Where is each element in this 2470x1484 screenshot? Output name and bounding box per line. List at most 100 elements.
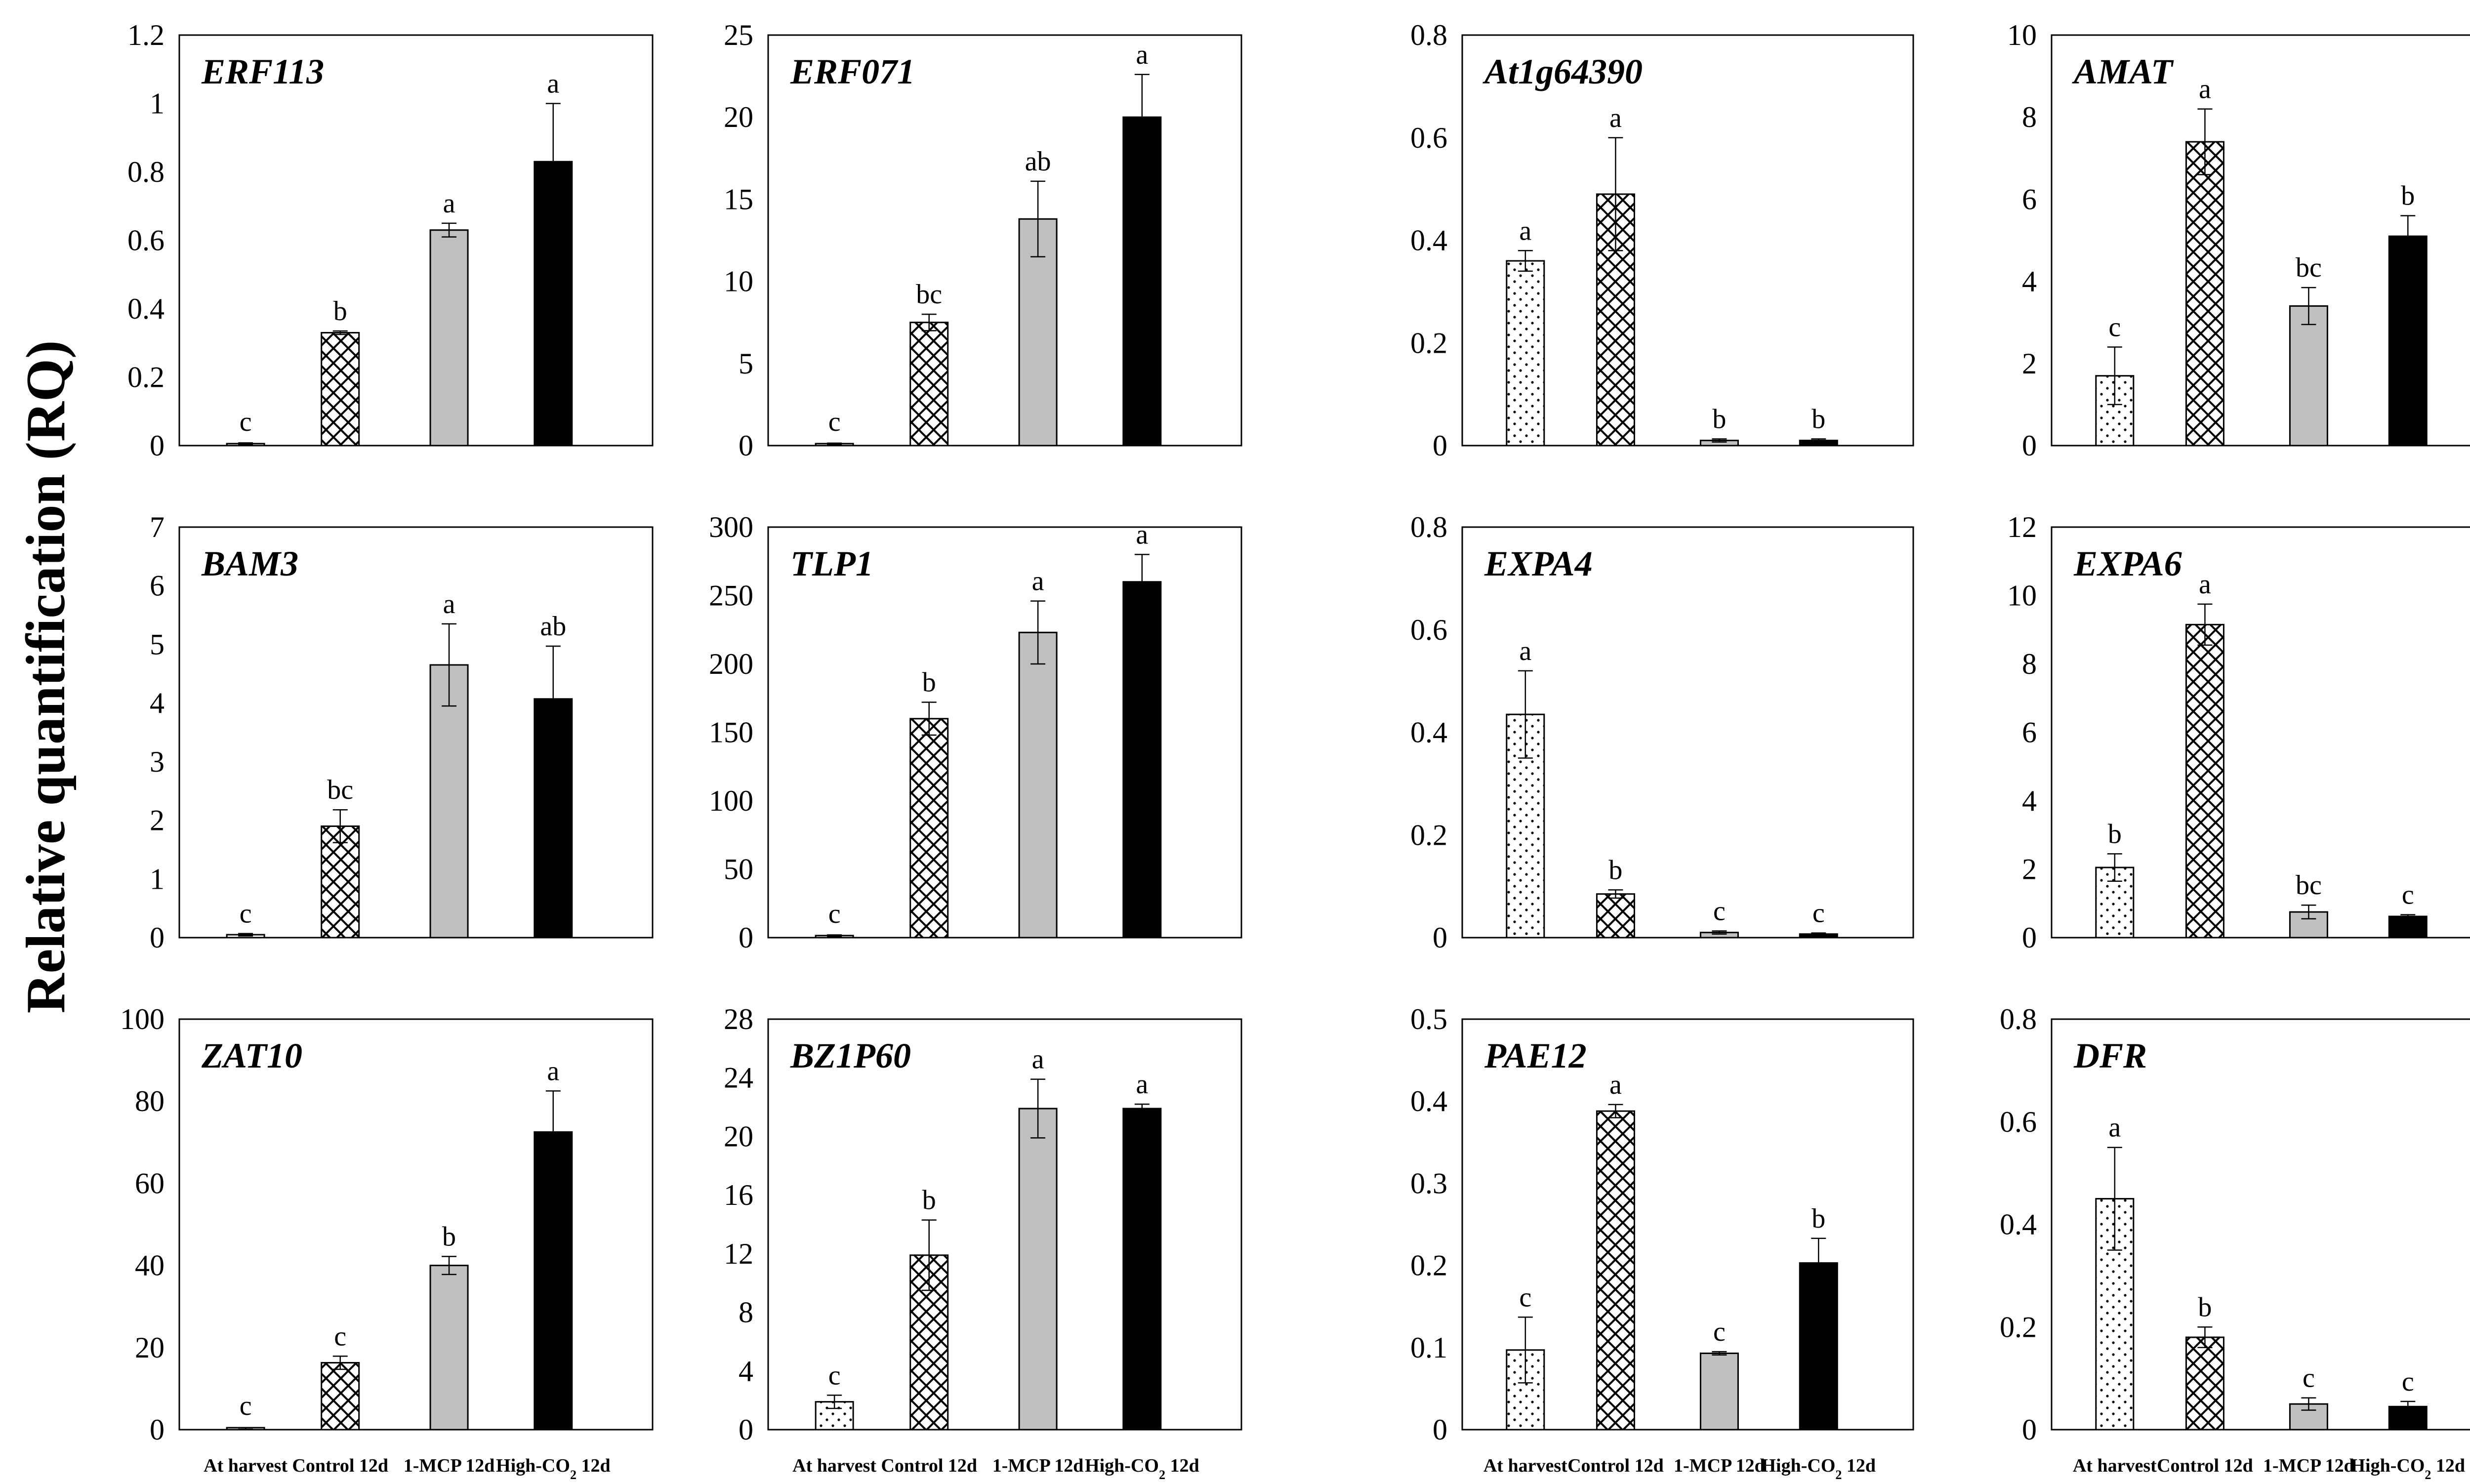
y-tick-label: 8 bbox=[2022, 648, 2037, 680]
significance-letter: a bbox=[547, 69, 559, 99]
significance-letter: bc bbox=[2296, 252, 2322, 283]
significance-letter: bc bbox=[327, 775, 353, 805]
y-tick-label: 0.2 bbox=[2000, 1311, 2037, 1343]
chart-panel-expa4: 0 0.2 0.4 0.6 0.8 EXPA4 a b c c bbox=[1410, 511, 1914, 954]
y-tick-label: 0.2 bbox=[127, 361, 165, 394]
chart-panel-erf113: 0 0.2 0.4 0.6 0.8 1 1.2 ERF113 c b a a bbox=[127, 19, 654, 462]
y-tick-label: 150 bbox=[709, 716, 753, 749]
significance-letter: b bbox=[922, 667, 936, 698]
bar-high-co2-12d bbox=[1799, 1262, 1838, 1431]
y-tick-label: 0 bbox=[2022, 429, 2037, 462]
y-tick-label: 10 bbox=[724, 265, 753, 298]
y-tick-label: 1 bbox=[150, 863, 165, 895]
y-tick-label: 0 bbox=[739, 1413, 753, 1446]
plot-frame bbox=[1461, 34, 1914, 447]
significance-letter: bc bbox=[2296, 870, 2322, 901]
y-tick-label: 2 bbox=[150, 804, 165, 837]
y-tick-label: 80 bbox=[135, 1085, 165, 1117]
bar-1-mcp-12d bbox=[1018, 631, 1058, 939]
y-tick-label: 0.5 bbox=[1410, 1003, 1447, 1035]
y-tick-label: 0.8 bbox=[1410, 19, 1447, 51]
y-tick-label: 5 bbox=[739, 347, 753, 380]
y-tick-label: 250 bbox=[709, 579, 753, 612]
y-tick-label: 4 bbox=[2022, 784, 2037, 817]
plot-frame bbox=[178, 1018, 654, 1431]
significance-letter: a bbox=[1609, 1070, 1622, 1100]
bar-high-co2-12d bbox=[1122, 116, 1162, 447]
x-category-label: At harvest bbox=[204, 1455, 288, 1476]
gene-title: ERF071 bbox=[790, 52, 915, 91]
significance-letter: c bbox=[1713, 896, 1726, 926]
y-tick-label: 0 bbox=[2022, 921, 2037, 954]
x-category-label: At harvest bbox=[792, 1455, 876, 1476]
y-tick-label: 20 bbox=[135, 1331, 165, 1364]
bar-control-12d bbox=[321, 1362, 360, 1431]
chart-panel-tlp1: 0 50 100 150 200 250 300 TLP1 c b a a bbox=[709, 511, 1242, 954]
x-category-label: 1-MCP 12d bbox=[1674, 1455, 1765, 1476]
significance-letter: c bbox=[240, 1391, 252, 1421]
y-tick-label: 0.6 bbox=[1410, 614, 1447, 646]
chart-panel-dfr: 0 0.2 0.4 0.6 0.8 DFR a At harvest b Control 12d c… bbox=[2000, 1003, 2470, 1482]
significance-letter: c bbox=[2303, 1363, 2315, 1394]
bar-control-12d bbox=[321, 825, 360, 939]
significance-letter: a bbox=[2199, 569, 2211, 600]
y-tick-label: 15 bbox=[724, 183, 753, 215]
gene-title: BZ1P60 bbox=[790, 1036, 911, 1075]
significance-letter: a bbox=[1136, 40, 1148, 70]
chart-panel-amat: 0 2 4 6 8 10 AMAT c a bc b bbox=[2007, 19, 2470, 462]
plot-frame bbox=[767, 1018, 1242, 1431]
gene-title: At1g64390 bbox=[1482, 52, 1643, 91]
significance-letter: a bbox=[1136, 519, 1148, 550]
plot-frame bbox=[767, 526, 1242, 939]
significance-letter: a bbox=[1519, 215, 1531, 246]
significance-letter: c bbox=[240, 407, 252, 437]
x-category-label: Control 12d bbox=[292, 1455, 388, 1476]
significance-letter: b bbox=[922, 1185, 936, 1216]
significance-letter: b bbox=[2198, 1292, 2212, 1322]
significance-letter: a bbox=[1519, 636, 1531, 666]
chart-panels: 00.20.40.60.811.2ERF113cbaa0510152025ERF… bbox=[120, 19, 2470, 1482]
significance-letter: b bbox=[1811, 1203, 1825, 1234]
y-axis-label: Relative quantification (RQ) bbox=[15, 340, 77, 1014]
bar-control-12d bbox=[2185, 141, 2224, 447]
significance-letter: c bbox=[828, 899, 841, 929]
chart-panel-bz1p60: 0 4 8 12 16 20 24 28 BZ1P60 c At harvest b Control 1… bbox=[724, 1003, 1242, 1482]
y-tick-label: 100 bbox=[709, 784, 753, 817]
chart-panel-zat10: 0 20 40 60 80 100 ZAT10 c At harvest c Control 12d… bbox=[120, 1003, 654, 1482]
y-tick-label: 20 bbox=[724, 101, 753, 133]
significance-letter: a bbox=[2199, 74, 2211, 105]
y-tick-label: 20 bbox=[724, 1120, 753, 1153]
y-tick-label: 300 bbox=[709, 511, 753, 543]
y-tick-label: 0.2 bbox=[1410, 327, 1447, 359]
y-tick-label: 1 bbox=[150, 87, 165, 120]
y-tick-label: 0.8 bbox=[2000, 1003, 2037, 1035]
x-category-label: High-CO2 12d bbox=[1085, 1455, 1199, 1482]
y-tick-label: 4 bbox=[2022, 265, 2037, 298]
x-category-label: 1-MCP 12d bbox=[992, 1455, 1084, 1476]
gene-title: DFR bbox=[2073, 1036, 2147, 1075]
gene-title: PAE12 bbox=[1484, 1036, 1587, 1075]
x-category-label: At harvest bbox=[1483, 1455, 1567, 1476]
significance-letter: a bbox=[1136, 1069, 1148, 1100]
bar-control-12d bbox=[2185, 623, 2224, 939]
gene-title: BAM3 bbox=[201, 544, 298, 583]
y-tick-label: 0.4 bbox=[1410, 224, 1447, 257]
y-tick-label: 4 bbox=[739, 1355, 753, 1387]
plot-frame bbox=[178, 34, 654, 447]
bar-1-mcp-12d bbox=[429, 1265, 469, 1431]
significance-letter: a bbox=[443, 188, 455, 219]
x-category-label: High-CO2 12d bbox=[2350, 1455, 2465, 1482]
significance-letter: ab bbox=[1025, 146, 1051, 177]
y-tick-label: 3 bbox=[150, 745, 165, 778]
x-category-label: Control 12d bbox=[2157, 1455, 2253, 1476]
y-tick-label: 0.6 bbox=[2000, 1106, 2037, 1138]
y-tick-label: 4 bbox=[150, 687, 165, 719]
y-tick-label: 24 bbox=[724, 1062, 753, 1094]
chart-panel-expa6: 0 2 4 6 8 10 12 EXPA6 b a bc c bbox=[2007, 511, 2470, 954]
gene-title: EXPA6 bbox=[2073, 544, 2182, 583]
bar-1-mcp-12d bbox=[429, 229, 469, 447]
plot-frame bbox=[1461, 526, 1914, 939]
bar-high-co2-12d bbox=[534, 1131, 573, 1431]
bar-1-mcp-12d bbox=[1699, 1352, 1739, 1431]
